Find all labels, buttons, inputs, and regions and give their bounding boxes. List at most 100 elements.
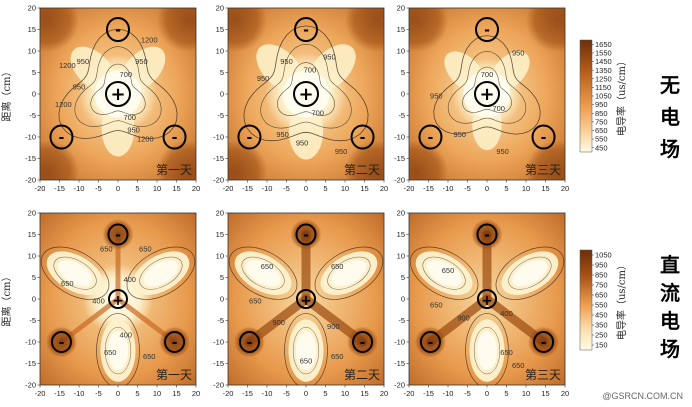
contour-label: 400: [92, 296, 105, 305]
x-tick-label: 10: [153, 389, 161, 398]
panel-r1-c2: 950 950 950 700 700 950 950 950 + - - - 第二天 -20 -15 -10…: [213, 4, 388, 193]
x-tick-label: 0: [304, 184, 308, 193]
x-tick-label: -5: [283, 184, 290, 193]
field-contours: [228, 8, 384, 180]
x-tick-label: -15: [423, 184, 434, 193]
y-tick-label: 15: [28, 230, 36, 239]
colorbar-tick-label: 850: [595, 109, 608, 118]
x-tick-label: -10: [74, 389, 85, 398]
negative-electrode: [50, 331, 72, 353]
colorbar-tick-label: 950: [595, 100, 608, 109]
y-tick-label: -20: [25, 176, 36, 185]
y-tick-label: 5: [32, 68, 36, 77]
x-tick-label: -10: [443, 184, 454, 193]
negative-electrode: [419, 331, 441, 353]
contour-label: 1200: [141, 35, 158, 44]
contour-label: 650: [512, 361, 525, 370]
negative-electrode: [238, 331, 260, 353]
y-tick-label: 15: [397, 230, 405, 239]
positive-sign: +: [479, 84, 494, 105]
colorbar-tick-label: 1050: [595, 251, 612, 260]
row-title-char: 电: [660, 105, 680, 129]
positive-electrode: [296, 289, 316, 309]
negative-sign: -: [247, 130, 253, 146]
colorbar-label: 电导率（us/cm）: [615, 260, 628, 340]
x-tick-label: 5: [504, 184, 508, 193]
negative-electrode: [49, 124, 74, 150]
contour-label: 900: [327, 322, 340, 331]
contour-label: 950: [296, 139, 309, 148]
colorbar-tick-label: 150: [595, 341, 608, 350]
y-tick-label: -20: [394, 381, 405, 390]
y-tick-label: 10: [28, 252, 36, 261]
colorbar-tick-label: 850: [595, 271, 608, 280]
y-axis-label: 距离（cm）: [0, 66, 13, 121]
contour-line: [409, 246, 479, 300]
contour-label: 900: [272, 318, 285, 327]
row-title-char: 流: [660, 281, 680, 305]
contour-label: 950: [430, 91, 443, 100]
contour-label: 650: [100, 245, 113, 254]
x-tick-label: 20: [380, 389, 388, 398]
x-tick-label: -5: [464, 184, 471, 193]
negative-sign: -: [247, 335, 253, 351]
day-label: 第二天: [344, 368, 380, 382]
contour-line: [104, 326, 132, 375]
contour-label: 400: [500, 309, 513, 318]
x-tick-label: -15: [54, 184, 65, 193]
field-contours: [409, 218, 565, 385]
x-tick-label: 20: [380, 184, 388, 193]
x-tick-label: 0: [116, 184, 120, 193]
colorbar-tick-label: 450: [595, 311, 608, 320]
watermark-text: @GSRCN.COM.CN: [602, 391, 683, 401]
contour-label: 650: [300, 357, 313, 366]
y-tick-label: -5: [398, 111, 405, 120]
x-tick-label: -10: [262, 389, 273, 398]
panel-r2-c2: 650 650 650 900 900 650 650 + - - - 第二天 -20 -15 -10 -5 0…: [213, 209, 388, 398]
contour-label: 650: [442, 266, 455, 275]
negative-sign: -: [484, 23, 490, 39]
contour-label: 950: [512, 48, 525, 57]
day-label: 第三天: [525, 368, 561, 382]
x-tick-label: 5: [323, 184, 327, 193]
contour-label: 950: [335, 147, 348, 156]
y-tick-label: 0: [32, 90, 36, 99]
y-tick-label: -5: [217, 316, 224, 325]
contour-line: [473, 326, 501, 375]
y-tick-label: 10: [28, 47, 36, 56]
positive-electrode: [293, 81, 319, 107]
contour-label: 950: [453, 130, 466, 139]
positive-electrode: [108, 289, 128, 309]
colorbar-tick-label: 250: [595, 331, 608, 340]
contour-label: 1200: [59, 61, 76, 70]
row-title-char: 场: [660, 337, 680, 361]
x-tick-label: -20: [223, 389, 234, 398]
y-tick-label: -15: [394, 359, 405, 368]
contour-line: [139, 256, 183, 290]
y-tick-label: -15: [25, 154, 36, 163]
colorbar-tick-label: 1150: [595, 83, 611, 92]
y-tick-label: -10: [394, 338, 405, 347]
x-tick-label: 20: [192, 184, 200, 193]
negative-electrode: [294, 16, 318, 43]
field-contours: [40, 8, 196, 180]
contour-line: [74, 46, 162, 127]
x-tick-label: -20: [35, 389, 46, 398]
negative-electrode: [533, 331, 555, 353]
y-tick-label: -20: [213, 381, 224, 390]
negative-sign: -: [59, 130, 65, 146]
negative-sign: -: [541, 130, 547, 146]
contour-label: 650: [331, 262, 344, 271]
x-tick-label: -20: [35, 184, 46, 193]
y-tick-label: 5: [220, 273, 224, 282]
colorbar-tick-label: 650: [595, 126, 608, 135]
contour-label: 650: [104, 348, 117, 357]
colorbar-tick-label: 450: [595, 143, 608, 152]
contour-label: 700: [311, 109, 324, 118]
contour-label: 650: [430, 301, 443, 310]
x-tick-label: 0: [485, 184, 489, 193]
y-tick-label: -5: [398, 316, 405, 325]
contour-line: [508, 256, 552, 290]
